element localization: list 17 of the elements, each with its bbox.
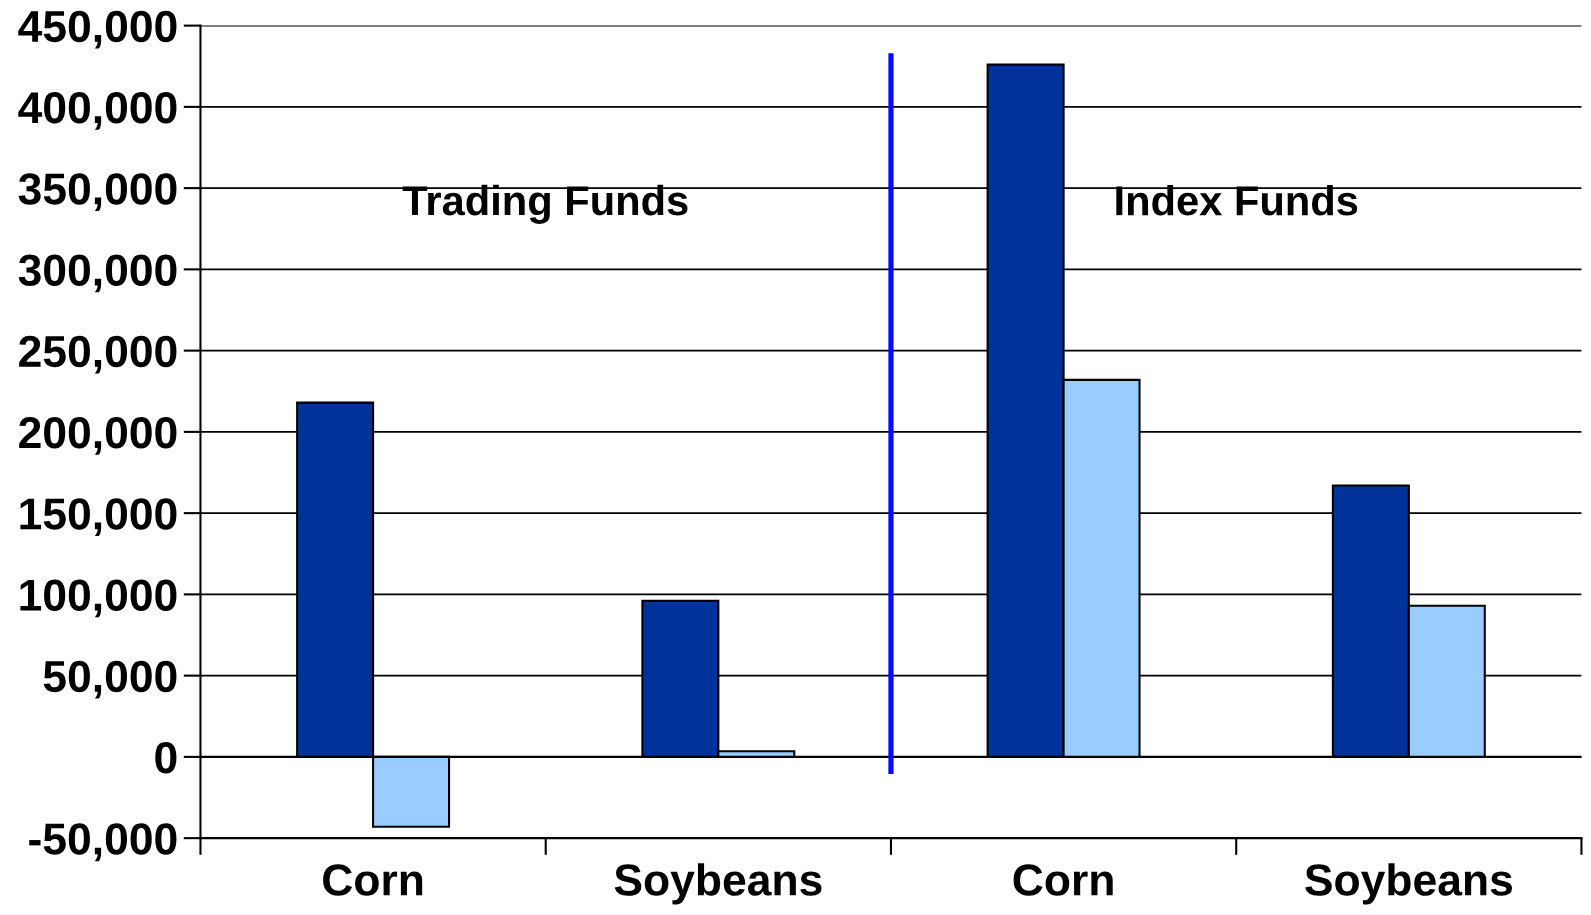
y-tick-label: 350,000 — [18, 173, 177, 212]
y-tick-label: 150,000 — [20, 498, 177, 537]
y-tick-label: 50,000 — [43, 660, 177, 699]
annotation: Index Funds — [1116, 184, 1358, 216]
y-tick-label: 300,000 — [18, 254, 177, 293]
x-tick-label: Soybeans — [614, 863, 822, 905]
y-tick-label: 200,000 — [19, 416, 177, 455]
y-tick-label: 250,000 — [19, 335, 177, 374]
y-tick-label: 100,000 — [20, 579, 177, 618]
x-tick-label: Corn — [323, 864, 423, 896]
y-tick-label: 0 — [155, 741, 177, 774]
x-tick-label: Soybeans — [1305, 863, 1512, 905]
x-tick-label: Corn — [1013, 864, 1113, 896]
annotation: Trading Funds — [402, 184, 688, 224]
y-tick-label: 400,000 — [18, 91, 177, 130]
y-tick-label: -50,000 — [29, 823, 177, 862]
y-tick-label: 450,000 — [18, 10, 177, 49]
